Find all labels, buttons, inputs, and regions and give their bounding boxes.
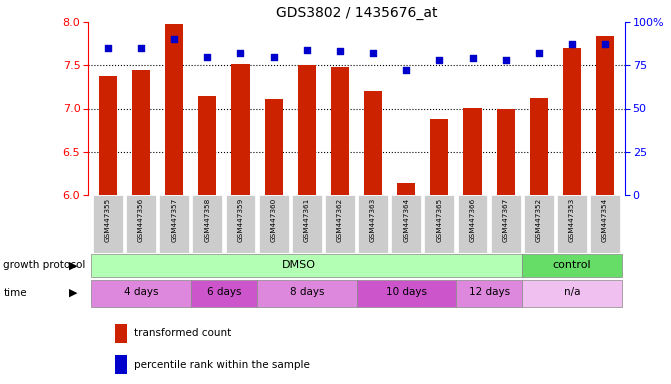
Text: GSM447356: GSM447356 bbox=[138, 198, 144, 242]
Bar bbox=[464, 108, 482, 195]
Bar bbox=[115, 355, 127, 374]
Point bbox=[335, 48, 346, 55]
Bar bbox=[331, 67, 349, 195]
Bar bbox=[491, 195, 521, 253]
Text: 12 days: 12 days bbox=[468, 287, 510, 297]
Point bbox=[136, 45, 146, 51]
Bar bbox=[264, 99, 282, 195]
Text: GSM447360: GSM447360 bbox=[270, 198, 276, 242]
Point bbox=[235, 50, 246, 56]
Text: GSM447359: GSM447359 bbox=[238, 198, 244, 242]
Text: GSM447366: GSM447366 bbox=[470, 198, 476, 242]
Bar bbox=[99, 76, 117, 195]
Bar bbox=[458, 195, 487, 253]
Bar bbox=[522, 280, 622, 306]
Text: DMSO: DMSO bbox=[282, 260, 315, 270]
Bar bbox=[298, 65, 316, 195]
Text: ▶: ▶ bbox=[69, 288, 78, 298]
Text: percentile rank within the sample: percentile rank within the sample bbox=[134, 359, 309, 369]
Bar bbox=[563, 48, 581, 195]
Text: time: time bbox=[3, 288, 27, 298]
Bar bbox=[115, 324, 127, 343]
Bar bbox=[198, 96, 217, 195]
Bar bbox=[524, 195, 554, 253]
Text: ▶: ▶ bbox=[69, 260, 78, 270]
Bar bbox=[225, 195, 256, 253]
Text: GSM447367: GSM447367 bbox=[503, 198, 509, 242]
Text: growth protocol: growth protocol bbox=[3, 260, 86, 270]
Bar bbox=[456, 280, 522, 306]
Point bbox=[434, 57, 445, 63]
Point bbox=[202, 53, 213, 60]
Bar bbox=[391, 195, 421, 253]
Bar bbox=[259, 195, 289, 253]
Bar bbox=[325, 195, 355, 253]
Text: GDS3802 / 1435676_at: GDS3802 / 1435676_at bbox=[276, 6, 437, 20]
Text: 6 days: 6 days bbox=[207, 287, 241, 297]
Point bbox=[600, 41, 611, 48]
Text: GSM447352: GSM447352 bbox=[536, 198, 541, 242]
Point bbox=[533, 50, 544, 56]
Text: GSM447355: GSM447355 bbox=[105, 198, 111, 242]
Bar bbox=[529, 98, 548, 195]
Text: 8 days: 8 days bbox=[289, 287, 324, 297]
Bar bbox=[93, 195, 123, 253]
Bar bbox=[132, 70, 150, 195]
Bar bbox=[356, 280, 456, 306]
Point bbox=[301, 46, 312, 53]
Text: GSM447353: GSM447353 bbox=[569, 198, 575, 242]
Bar bbox=[126, 195, 156, 253]
Bar bbox=[557, 195, 587, 253]
Point bbox=[103, 45, 113, 51]
Bar bbox=[165, 24, 183, 195]
Bar bbox=[257, 280, 356, 306]
Bar bbox=[91, 254, 522, 277]
Bar bbox=[425, 195, 454, 253]
Point bbox=[268, 53, 279, 60]
Text: GSM447363: GSM447363 bbox=[370, 198, 376, 242]
Bar bbox=[159, 195, 189, 253]
Bar bbox=[397, 183, 415, 195]
Point bbox=[467, 55, 478, 61]
Point bbox=[501, 57, 511, 63]
Point bbox=[169, 36, 180, 42]
Text: GSM447361: GSM447361 bbox=[304, 198, 310, 242]
Text: 4 days: 4 days bbox=[123, 287, 158, 297]
Bar bbox=[596, 36, 614, 195]
Bar bbox=[358, 195, 388, 253]
Bar bbox=[430, 119, 448, 195]
Bar bbox=[193, 195, 222, 253]
Text: GSM447362: GSM447362 bbox=[337, 198, 343, 242]
Bar bbox=[590, 195, 620, 253]
Text: GSM447354: GSM447354 bbox=[602, 198, 608, 242]
Bar bbox=[91, 280, 191, 306]
Bar bbox=[231, 63, 250, 195]
Point bbox=[368, 50, 378, 56]
Point bbox=[566, 41, 577, 48]
Text: GSM447358: GSM447358 bbox=[205, 198, 210, 242]
Text: control: control bbox=[553, 260, 591, 270]
Bar bbox=[364, 91, 382, 195]
Text: 10 days: 10 days bbox=[386, 287, 427, 297]
Text: GSM447364: GSM447364 bbox=[403, 198, 409, 242]
Bar bbox=[497, 109, 515, 195]
Bar bbox=[292, 195, 321, 253]
Point bbox=[401, 67, 411, 73]
Bar bbox=[191, 280, 257, 306]
Text: GSM447365: GSM447365 bbox=[436, 198, 442, 242]
Text: n/a: n/a bbox=[564, 287, 580, 297]
Bar bbox=[522, 254, 622, 277]
Text: GSM447357: GSM447357 bbox=[171, 198, 177, 242]
Text: transformed count: transformed count bbox=[134, 328, 231, 339]
